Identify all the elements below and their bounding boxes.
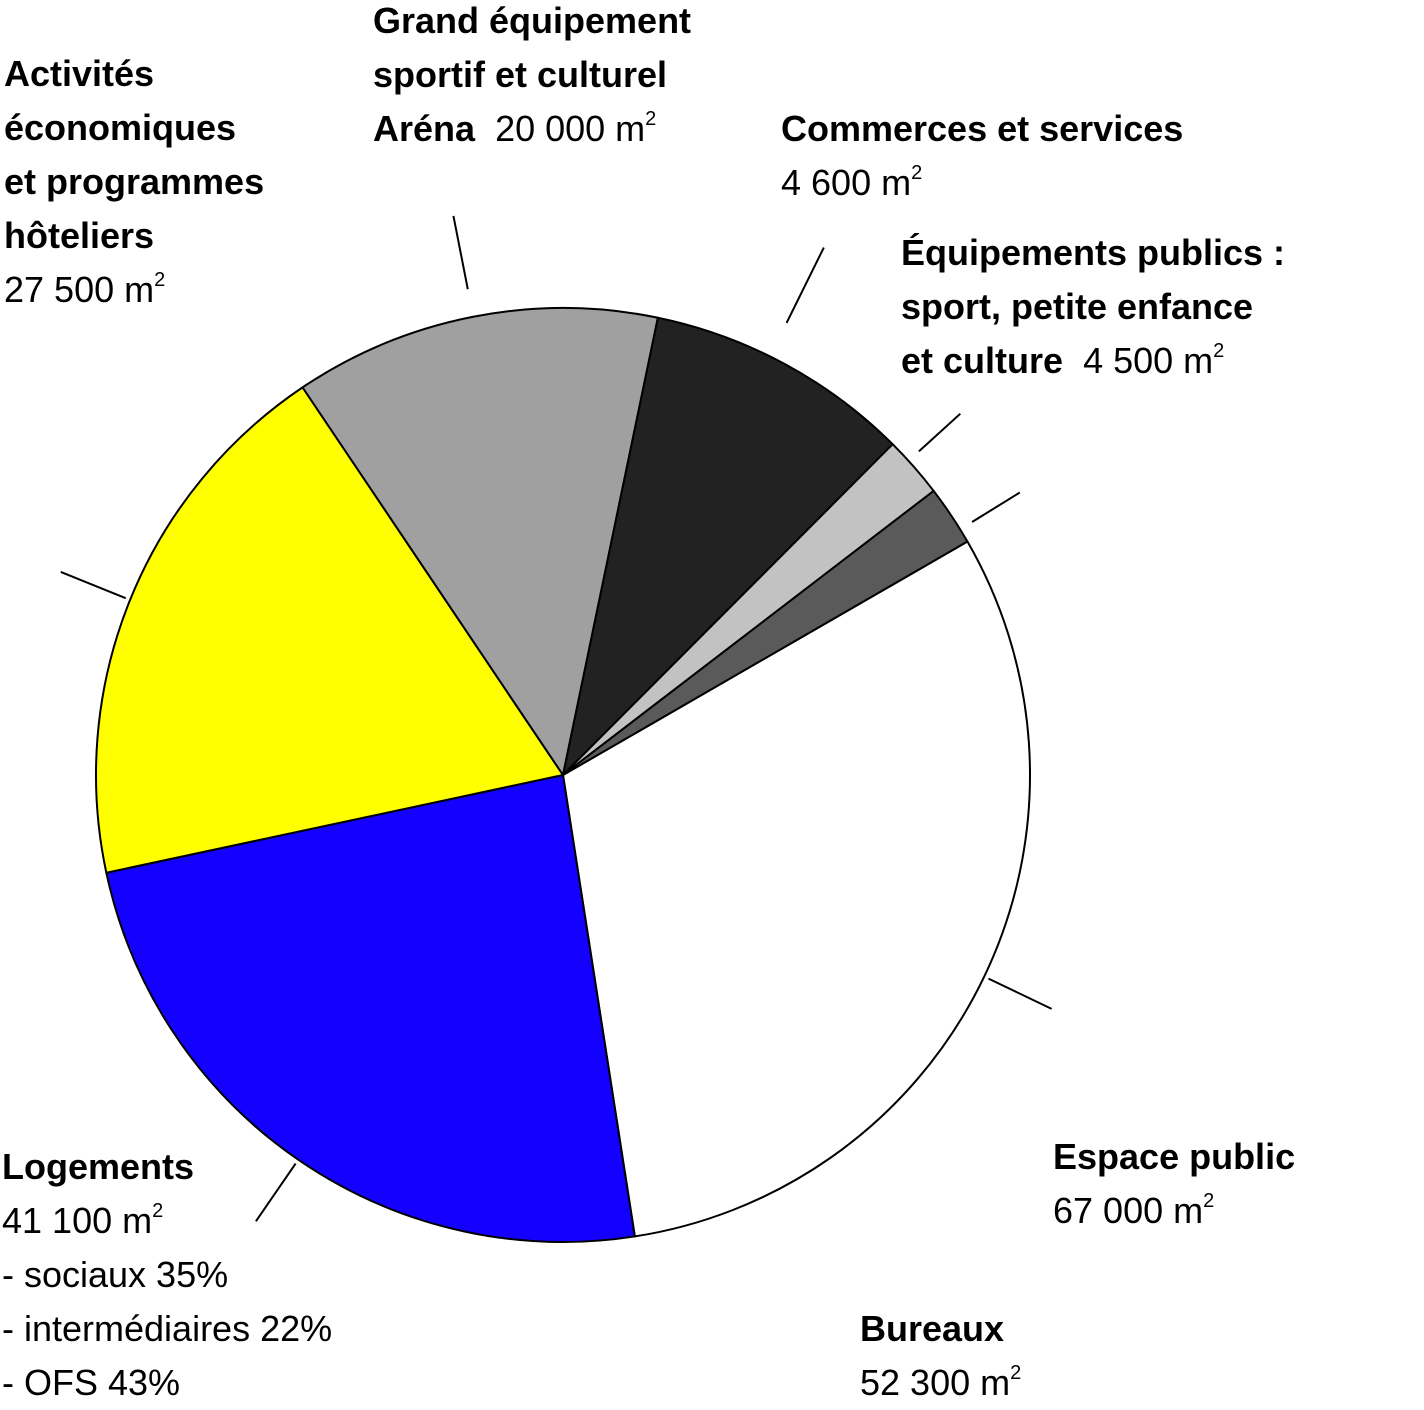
label-activites-line-4: hôteliers <box>4 215 155 256</box>
label-activites-line-1: Activités <box>4 53 155 94</box>
label-commerces: Commerces et services 4 600 m2 <box>781 102 1183 210</box>
label-bureaux-title: Bureaux <box>860 1308 1005 1349</box>
leader-lines <box>60 215 1053 1222</box>
label-espace-public: Espace public 67 000 m2 <box>1053 1130 1295 1238</box>
label-arena-line-3: Aréna <box>373 108 476 149</box>
pie-slice-0 <box>562 540 1031 1238</box>
value-logements: 41 100 <box>2 1200 113 1241</box>
pie-slice-3 <box>301 307 659 776</box>
label-arena-line-1: Grand équipement <box>373 0 692 41</box>
label-bureaux: Bureaux 52 300 m2 <box>860 1302 1021 1410</box>
label-equipements-line-2: sport, petite enfance <box>901 286 1254 327</box>
pie-slices <box>95 307 1031 1243</box>
label-arena-line-2: sportif et culturel <box>373 54 668 95</box>
value-espace-public: 67 000 <box>1053 1190 1164 1231</box>
leader-line-1 <box>255 1162 297 1222</box>
label-commerces-title: Commerces et services <box>781 108 1184 149</box>
leader-line-6 <box>971 491 1021 523</box>
pie-slice-2 <box>95 386 564 874</box>
leader-line-4 <box>785 247 825 324</box>
logements-ofs: - OFS 43% <box>2 1362 181 1403</box>
label-espace-public-title: Espace public <box>1053 1136 1296 1177</box>
label-activites-line-2: économiques <box>4 107 237 148</box>
value-equipements: 4 500 <box>1083 340 1174 381</box>
leader-line-2 <box>60 571 127 600</box>
leader-line-3 <box>452 215 469 290</box>
label-equipements-line-3: et culture <box>901 340 1064 381</box>
label-activites-line-3: et programmes <box>4 161 265 202</box>
label-logements: Logements 41 100 m2 - sociaux 35% - inte… <box>2 1140 332 1410</box>
label-logements-title: Logements <box>2 1146 195 1187</box>
label-arena: Grand équipement sportif et culturel Aré… <box>373 0 691 156</box>
pie-slice-6 <box>562 489 969 776</box>
leader-line-5 <box>918 412 962 453</box>
value-commerces: 4 600 <box>781 162 872 203</box>
label-equipements: Équipements publics : sport, petite enfa… <box>901 226 1285 388</box>
leader-line-0 <box>988 977 1053 1010</box>
logements-sociaux: - sociaux 35% <box>2 1254 229 1295</box>
value-arena: 20 000 <box>495 108 606 149</box>
logements-intermediaires: - intermédiaires 22% <box>2 1308 333 1349</box>
value-activites: 27 500 <box>4 269 115 310</box>
pie-slice-1 <box>105 774 636 1243</box>
label-activites: Activités économiques et programmes hôte… <box>4 47 264 317</box>
value-bureaux: 52 300 <box>860 1362 971 1403</box>
label-equipements-line-1: Équipements publics : <box>901 232 1286 273</box>
pie-slice-4 <box>562 316 894 776</box>
